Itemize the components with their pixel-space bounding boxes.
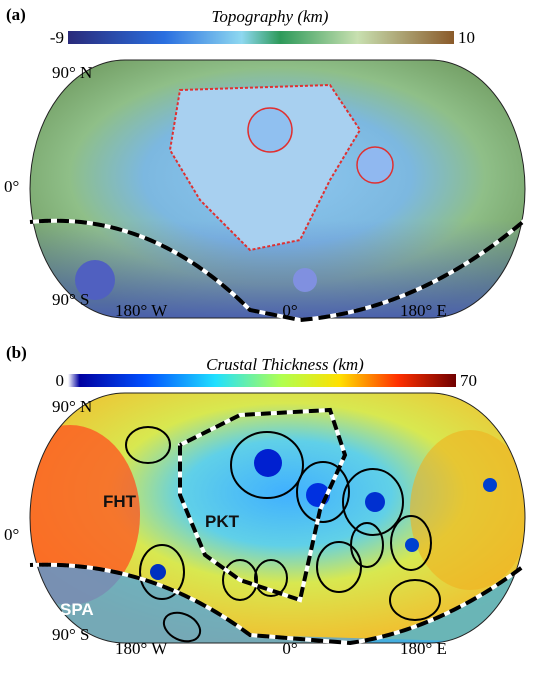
colorbar (68, 31, 454, 44)
lat-label: 90° S (52, 625, 90, 644)
colorbar-min: -9 (50, 28, 64, 47)
lat-label: 0° (4, 177, 19, 196)
colorbar-min: 0 (56, 371, 65, 390)
lat-label: 90° N (52, 63, 92, 82)
annotation: FHT (103, 492, 137, 511)
colorbar-title: Topography (km) (212, 7, 329, 26)
lon-label: 0° (282, 639, 297, 658)
annotation: SPA (60, 600, 94, 619)
lon-label: 180° W (115, 301, 168, 320)
lon-label: 0° (282, 301, 297, 320)
lat-label: 0° (4, 525, 19, 544)
lon-label: 180° E (400, 301, 447, 320)
colorbar-title: Crustal Thickness (km) (206, 355, 364, 374)
colorbar (68, 374, 456, 387)
figure: (a) Topography (km) -9 10 90° N 0° 90° S… (0, 0, 539, 685)
lon-label: 180° E (400, 639, 447, 658)
panel-label: (b) (6, 343, 27, 362)
colorbar-max: 70 (460, 371, 477, 390)
topography-map (30, 60, 525, 320)
lat-label: 90° S (52, 290, 90, 309)
colorbar-max: 10 (458, 28, 475, 47)
lat-label: 90° N (52, 397, 92, 416)
lon-label: 180° W (115, 639, 168, 658)
annotation: PKT (205, 512, 240, 531)
panel-label: (a) (6, 5, 26, 24)
